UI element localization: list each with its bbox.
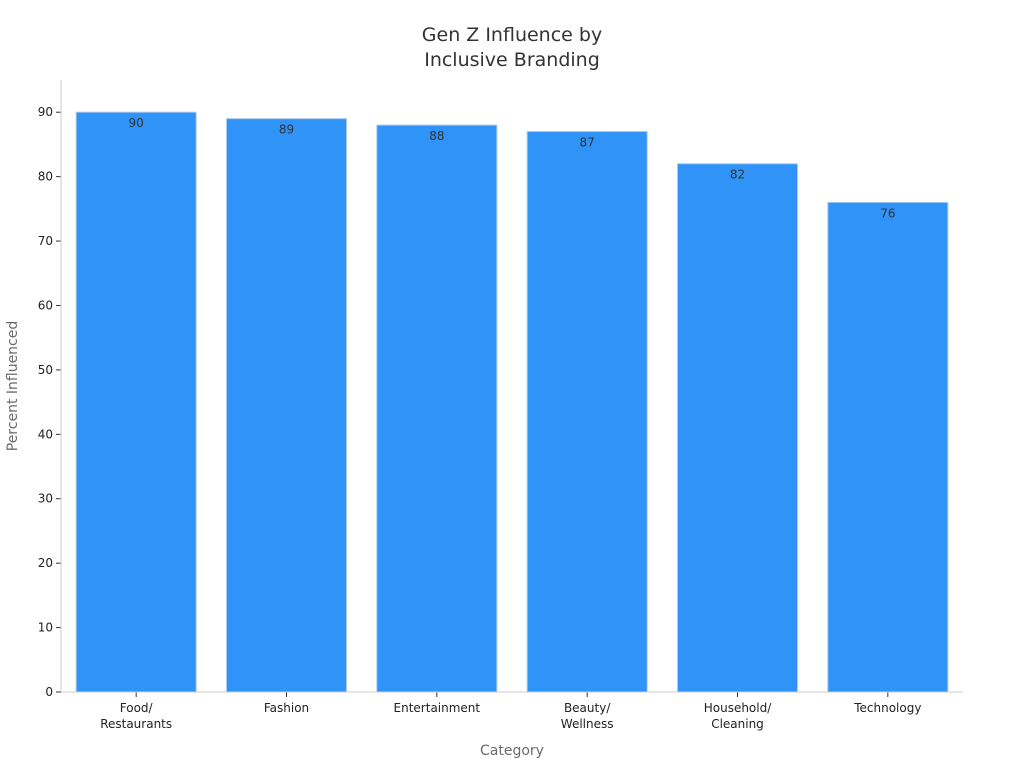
bar-0 <box>75 111 197 693</box>
chart-title-line-1: Gen Z Influence by <box>422 24 602 46</box>
bar-5 <box>827 201 949 693</box>
bar-4 <box>677 163 798 693</box>
x-tick-label-4-1: Cleaning <box>711 717 764 731</box>
data-label-3: 87 <box>580 136 595 150</box>
axes-layer <box>56 80 963 697</box>
y-tick-label-4: 40 <box>38 427 53 441</box>
x-tick-label-3-1: Wellness <box>561 717 614 731</box>
y-tick-label-3: 30 <box>38 492 53 506</box>
x-tick-label-5-0: Technology <box>853 701 921 715</box>
bars-layer <box>75 111 949 693</box>
x-tick-label-0-1: Restaurants <box>100 717 172 731</box>
bar-2 <box>376 124 498 693</box>
y-tick-label-0: 0 <box>45 685 53 699</box>
x-tick-label-1-0: Fashion <box>264 701 309 715</box>
bar-3 <box>526 131 648 693</box>
chart-title-line-2: Inclusive Branding <box>424 49 600 71</box>
x-tick-label-0-0: Food/ <box>120 701 154 715</box>
labels-layer: 90 Food/Restaurants 89 Fashion 88 Entertainme… <box>38 105 922 731</box>
x-tick-label-3-0: Beauty/ <box>564 701 611 715</box>
y-tick-label-9: 90 <box>38 105 53 119</box>
y-axis-title: Percent Influenced <box>5 321 21 452</box>
data-label-1: 89 <box>279 123 294 137</box>
y-tick-label-8: 80 <box>38 170 53 184</box>
y-tick-label-2: 20 <box>38 556 53 570</box>
bar-1 <box>226 118 347 693</box>
data-label-4: 82 <box>730 168 745 182</box>
y-tick-label-7: 70 <box>38 234 53 248</box>
data-label-0: 90 <box>129 116 144 130</box>
x-axis-title: Category <box>480 743 544 759</box>
y-tick-label-5: 50 <box>38 363 53 377</box>
y-tick-label-1: 10 <box>38 621 53 635</box>
y-tick-label-6: 60 <box>38 298 53 312</box>
x-tick-label-2-0: Entertainment <box>394 701 481 715</box>
x-tick-label-4-0: Household/ <box>704 701 773 715</box>
data-label-5: 76 <box>880 206 895 220</box>
data-label-2: 88 <box>429 129 444 143</box>
